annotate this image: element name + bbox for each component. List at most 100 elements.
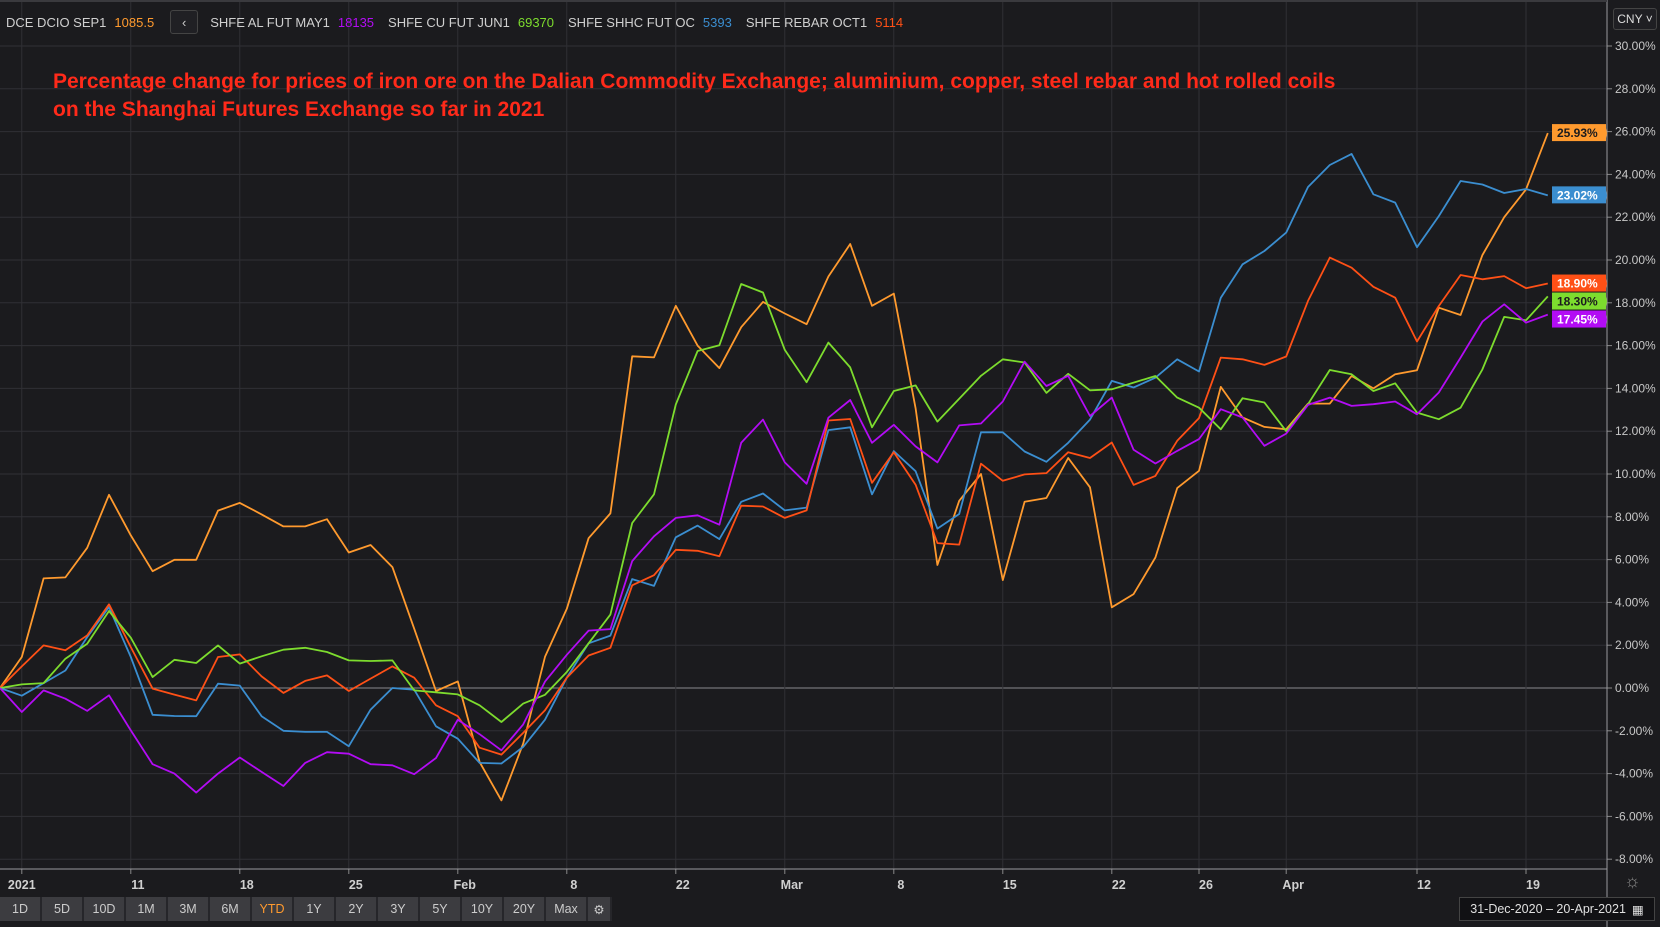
range-button-max[interactable]: Max bbox=[546, 897, 588, 921]
last-value-tags: 25.93% 23.02% 18.90% 18.30% 17.45% bbox=[1552, 124, 1607, 328]
range-button-6m[interactable]: 6M bbox=[210, 897, 252, 921]
x-tick-label: Apr bbox=[1282, 878, 1304, 892]
series-lines bbox=[0, 132, 1549, 802]
chart-title-line-1: Percentage change for prices of iron ore… bbox=[53, 70, 1336, 93]
range-button-3m[interactable]: 3M bbox=[168, 897, 210, 921]
range-button-10d[interactable]: 10D bbox=[84, 897, 126, 921]
legend-name: SHFE AL FUT MAY1 bbox=[210, 14, 330, 30]
last-value-tag bbox=[1552, 124, 1606, 142]
last-value-tag bbox=[1552, 274, 1606, 292]
y-tick-label: -8.00% bbox=[1615, 852, 1653, 866]
legend-item-shfe-rebar[interactable]: SHFE REBAR OCT1 5114 bbox=[746, 15, 911, 30]
x-tick-label: 8 bbox=[570, 878, 577, 892]
last-value-tag-label: 18.90% bbox=[1557, 277, 1598, 291]
legend-value: 69370 bbox=[517, 14, 555, 30]
y-tick-label: -6.00% bbox=[1615, 809, 1653, 823]
range-button-5d[interactable]: 5D bbox=[42, 897, 84, 921]
x-tick-label: Feb bbox=[454, 878, 477, 892]
y-tick-label: 8.00% bbox=[1615, 510, 1649, 524]
last-value-tag-label: 17.45% bbox=[1557, 313, 1598, 327]
x-tick-label: 11 bbox=[131, 878, 144, 892]
x-tick-label: 15 bbox=[1003, 878, 1017, 892]
calendar-icon: ▦ bbox=[1631, 902, 1644, 917]
range-button-ytd[interactable]: YTD bbox=[252, 897, 294, 921]
range-buttons: 1D 5D 10D 1M 3M 6M YTD 1Y 2Y 3Y 5Y 10Y 20Y Max ⚙ bbox=[0, 897, 612, 921]
y-tick-label: 24.00% bbox=[1615, 167, 1656, 181]
series-line-shfe-rebar-oct1 bbox=[0, 256, 1548, 756]
legend-item-dce-dcio[interactable]: DCE DCIO SEP1 1085.5 bbox=[6, 15, 162, 30]
legend-name: DCE DCIO SEP1 bbox=[6, 14, 107, 30]
last-value-tag-label: 23.02% bbox=[1557, 188, 1598, 202]
last-value-tag bbox=[1552, 310, 1606, 328]
series-line-shfe-al-fut-may1 bbox=[0, 303, 1549, 794]
last-value-tag-pointer bbox=[1606, 128, 1607, 139]
range-button-5y[interactable]: 5Y bbox=[420, 897, 462, 921]
series-line-dce-dcio-sep1 bbox=[0, 132, 1549, 802]
y-tick-label: 10.00% bbox=[1615, 467, 1656, 481]
y-tick-label: 20.00% bbox=[1615, 253, 1656, 267]
range-button-1d[interactable]: 1D bbox=[0, 897, 42, 921]
legend-item-shfe-cu[interactable]: SHFE CU FUT JUN1 69370 bbox=[388, 15, 562, 30]
chevron-left-icon[interactable]: ‹ bbox=[170, 10, 199, 34]
y-tick-label: 26.00% bbox=[1615, 125, 1656, 139]
legend-name: SHFE CU FUT JUN1 bbox=[388, 14, 510, 30]
last-value-tag-label: 25.93% bbox=[1557, 126, 1598, 140]
last-value-tag-pointer bbox=[1606, 296, 1607, 307]
range-button-20y[interactable]: 20Y bbox=[504, 897, 546, 921]
legend-item-shfe-shhc[interactable]: SHFE SHHC FUT OC 5393 bbox=[568, 15, 740, 30]
legend-item-shfe-al[interactable]: SHFE AL FUT MAY1 18135 bbox=[210, 15, 382, 30]
y-tick-label: 16.00% bbox=[1615, 339, 1656, 353]
grid bbox=[0, 0, 1607, 869]
date-range-picker[interactable]: 31-Dec-2020 – 20-Apr-2021 ▦ bbox=[1459, 897, 1655, 921]
legend-bar: DCE DCIO SEP1 1085.5 ‹ SHFE AL FUT MAY1 … bbox=[0, 0, 1607, 42]
y-tick-label: 6.00% bbox=[1615, 553, 1649, 567]
x-axis: 2021 11 18 25 Feb 8 22 Mar 8 15 22 26 Apr 12 19 bbox=[0, 868, 1607, 892]
y-tick-label: 28.00% bbox=[1615, 82, 1656, 96]
range-settings-gear-icon[interactable]: ⚙ bbox=[588, 897, 612, 921]
x-tick-label: 26 bbox=[1199, 878, 1213, 892]
x-tick-label: 2021 bbox=[8, 878, 36, 892]
x-tick-label: 12 bbox=[1417, 878, 1431, 892]
y-tick-label: -2.00% bbox=[1615, 724, 1653, 738]
range-button-1m[interactable]: 1M bbox=[126, 897, 168, 921]
currency-dropdown[interactable]: CNY ˅ bbox=[1613, 8, 1657, 30]
y-tick-label: 0.00% bbox=[1615, 681, 1649, 695]
x-tick-label: 8 bbox=[897, 878, 904, 892]
y-tick-label: 18.00% bbox=[1615, 296, 1656, 310]
last-value-tag bbox=[1552, 292, 1606, 310]
legend-value: 18135 bbox=[337, 14, 375, 30]
range-button-2y[interactable]: 2Y bbox=[336, 897, 378, 921]
last-value-tag bbox=[1552, 186, 1606, 204]
y-tick-label: 12.00% bbox=[1615, 424, 1656, 438]
range-button-3y[interactable]: 3Y bbox=[378, 897, 420, 921]
chart-title-line-2: on the Shanghai Futures Exchange so far … bbox=[53, 98, 545, 121]
legend-value: 1085.5 bbox=[114, 14, 155, 30]
legend-name: SHFE SHHC FUT OC bbox=[568, 14, 695, 30]
series-line-shfe-shhc-fut-oc bbox=[0, 152, 1549, 765]
y-tick-label: 14.00% bbox=[1615, 381, 1656, 395]
axis-settings-gear-icon[interactable]: ☼ bbox=[1624, 871, 1641, 891]
range-button-1y[interactable]: 1Y bbox=[294, 897, 336, 921]
x-tick-label: 25 bbox=[349, 878, 363, 892]
x-tick-label: 19 bbox=[1526, 878, 1540, 892]
y-tick-label: 30.00% bbox=[1615, 39, 1656, 53]
y-tick-label: 2.00% bbox=[1615, 638, 1649, 652]
y-axis: -8.00% -6.00% -4.00% -2.00% 0.00% 2.00% 4.00% 6… bbox=[1606, 0, 1656, 927]
last-value-tag-label: 18.30% bbox=[1557, 295, 1598, 309]
date-range-text: 31-Dec-2020 – 20-Apr-2021 bbox=[1470, 902, 1626, 916]
legend-value: 5114 bbox=[875, 14, 904, 30]
range-button-10y[interactable]: 10Y bbox=[462, 897, 504, 921]
last-value-tag-pointer bbox=[1606, 278, 1607, 289]
legend-name: SHFE REBAR OCT1 bbox=[745, 14, 868, 30]
last-value-tag-pointer bbox=[1606, 190, 1607, 201]
chart-title: Percentage change for prices of iron ore… bbox=[53, 68, 1335, 124]
x-tick-label: 22 bbox=[1112, 878, 1126, 892]
x-tick-label: 22 bbox=[676, 878, 690, 892]
series-line-shfe-cu-fut-jun1 bbox=[0, 283, 1549, 723]
legend-value: 5393 bbox=[702, 14, 732, 30]
y-tick-label: 4.00% bbox=[1615, 595, 1649, 609]
x-tick-label: Mar bbox=[781, 878, 803, 892]
y-tick-label: 22.00% bbox=[1615, 210, 1656, 224]
x-tick-label: 18 bbox=[240, 878, 254, 892]
